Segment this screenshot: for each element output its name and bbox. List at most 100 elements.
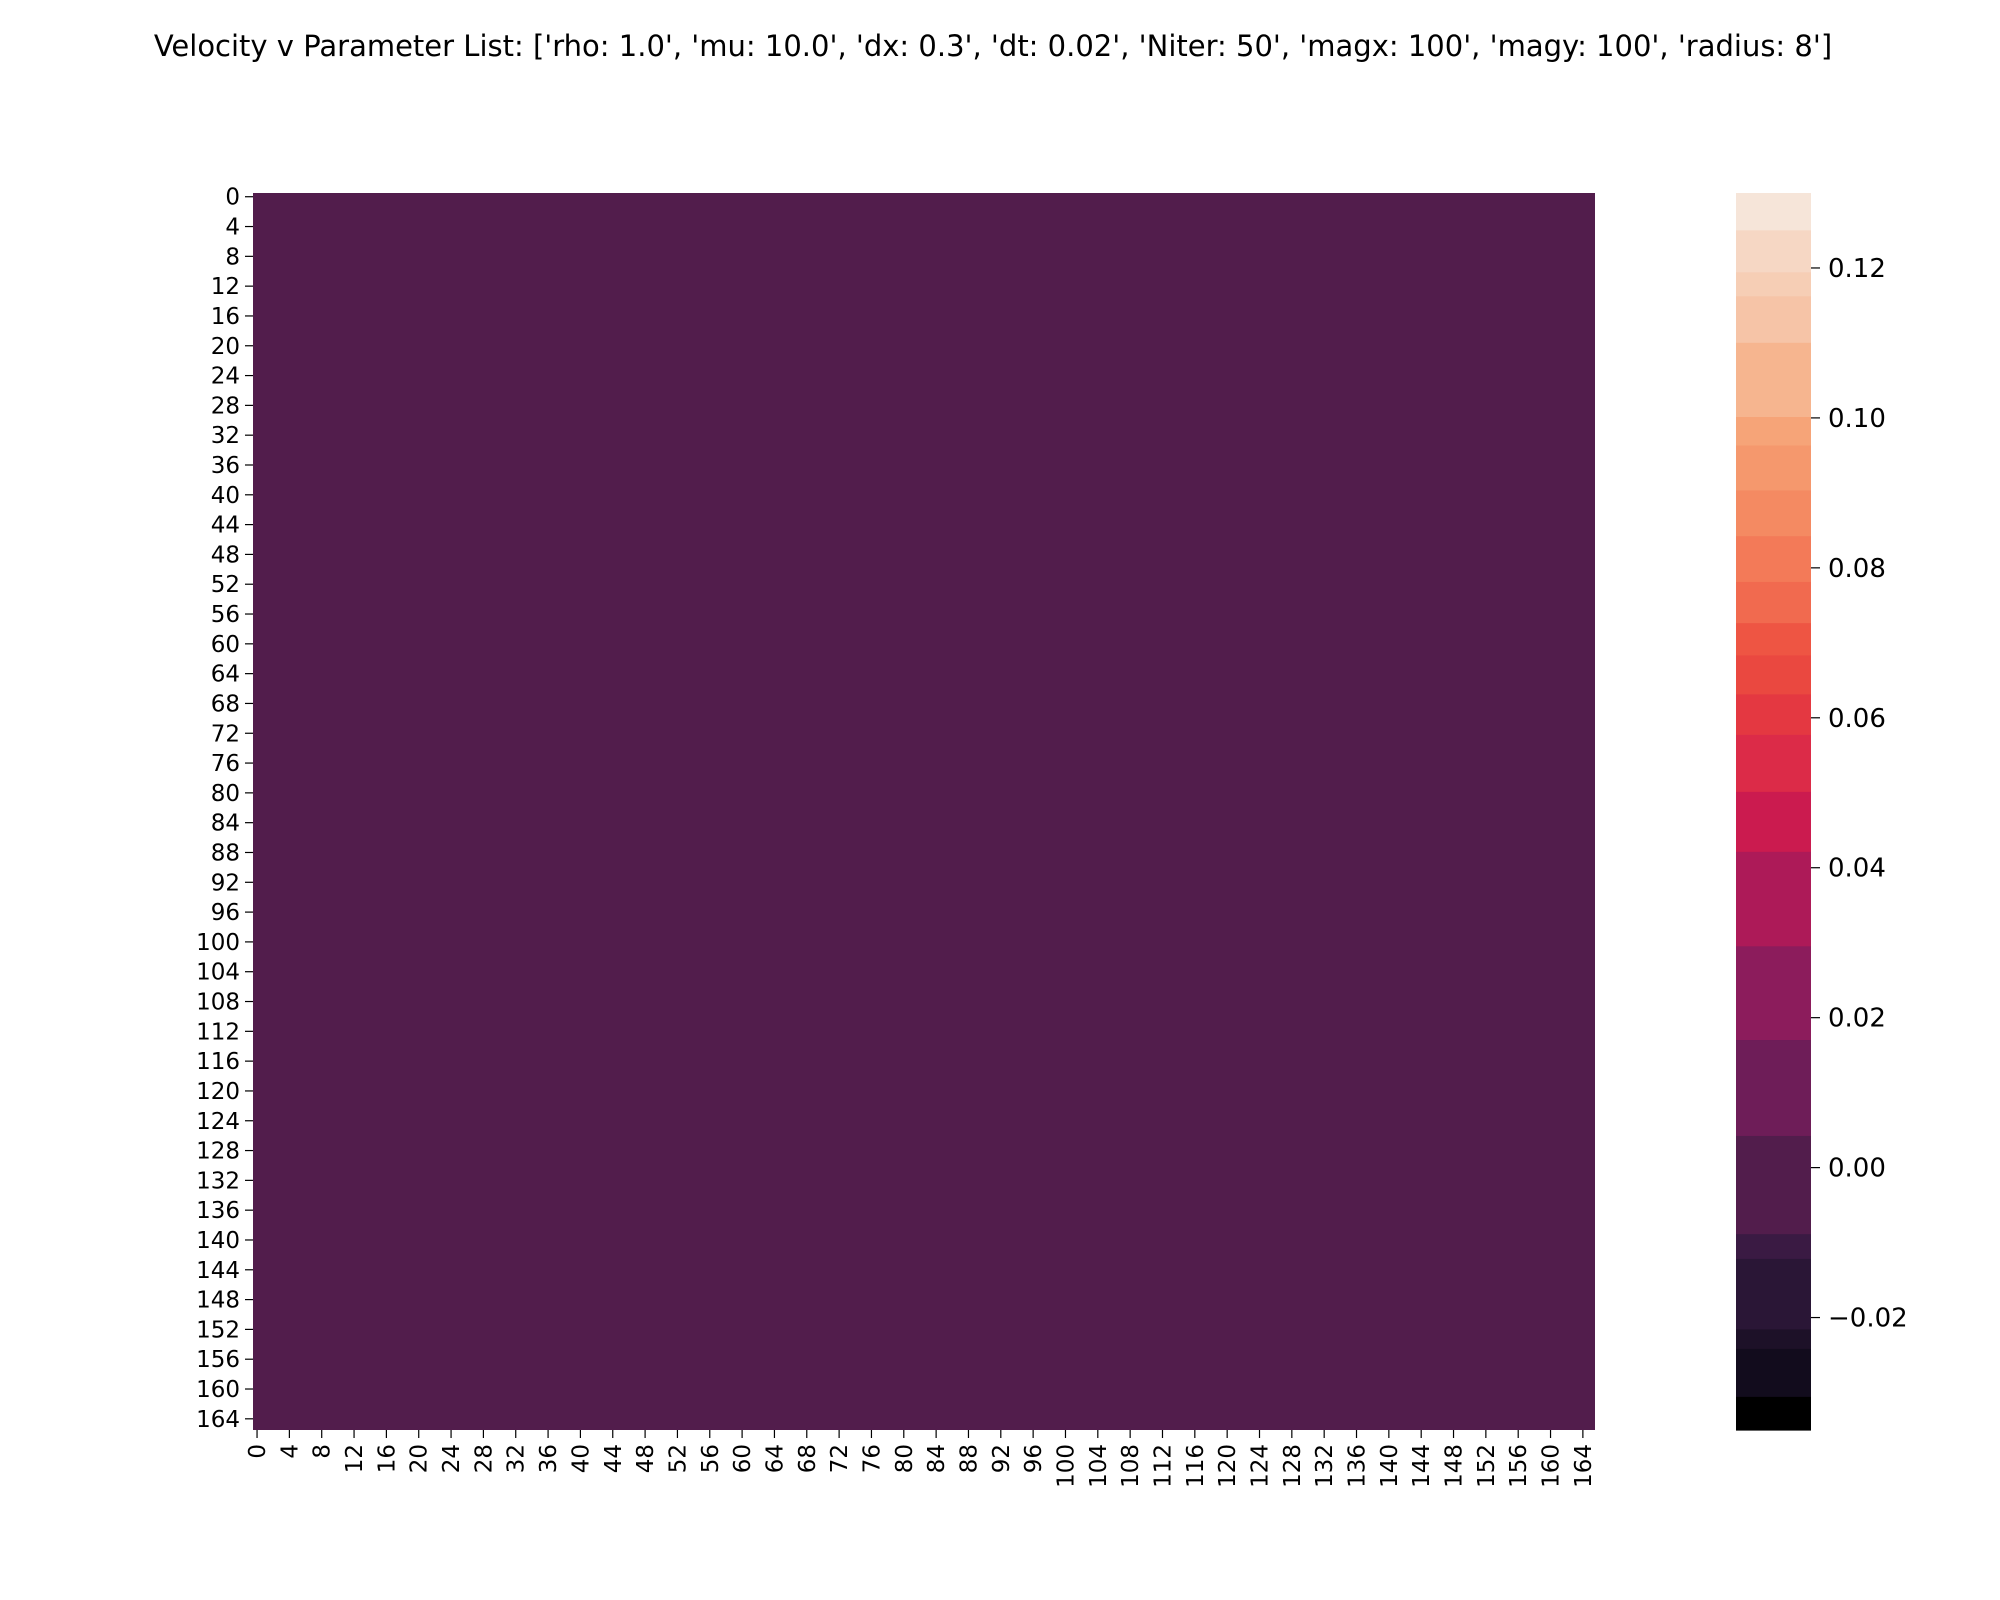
y-tick-label: 144 [196,1258,240,1284]
colorbar-level [1736,791,1811,852]
colorbar-level [1736,693,1811,735]
colorbar-level [1736,622,1811,656]
x-tick-label: 80 [892,1444,918,1473]
colorbar-level [1736,734,1811,792]
colorbar-level [1736,1039,1811,1136]
x-tick-label: 112 [1150,1444,1176,1488]
colorbar-tick-label: 0.12 [1828,254,1886,284]
x-tick-label: 140 [1377,1444,1403,1488]
y-tick-label: 48 [211,542,240,568]
x-tick-label: 0 [245,1444,271,1459]
y-tick-label: 32 [211,423,240,449]
colorbar-level [1736,229,1811,273]
y-tick-label: 128 [196,1139,240,1165]
y-tick-label: 140 [196,1228,240,1254]
x-tick-label: 124 [1248,1444,1274,1488]
y-tick-label: 12 [211,274,240,300]
x-tick-label: 104 [1086,1444,1112,1488]
x-tick-label: 40 [568,1444,594,1473]
y-tick-label: 88 [211,840,240,866]
colorbar-level [1736,1233,1811,1259]
y-tick-label: 92 [211,870,240,896]
colorbar-tick-label: 0.02 [1828,1004,1886,1034]
x-axis: 0 4 8 12 16 20 24 28 32 36 40 44 48 52 56 60 64 68 72 76 80 8… [245,1430,1597,1488]
colorbar-level [1736,1348,1811,1397]
x-tick-label: 36 [536,1444,562,1473]
x-tick-label: 24 [439,1444,465,1473]
x-tick-label: 128 [1280,1444,1306,1488]
x-tick-label: 64 [762,1444,788,1473]
y-tick-label: 120 [196,1079,240,1105]
y-tick-label: 52 [211,572,240,598]
x-tick-label: 44 [601,1444,627,1473]
y-tick-label: 56 [211,602,240,628]
x-tick-label: 156 [1506,1444,1532,1488]
x-tick-label: 72 [827,1444,853,1473]
colorbar-level [1736,416,1811,446]
colorbar-level [1736,654,1811,695]
x-tick-label: 160 [1539,1444,1565,1488]
y-tick-label: 116 [196,1049,240,1075]
colorbar-level [1736,581,1811,624]
x-tick-label: 116 [1183,1444,1209,1488]
x-tick-label: 76 [859,1444,885,1473]
y-tick-label: 136 [196,1198,240,1224]
x-tick-label: 108 [1118,1444,1144,1488]
y-tick-label: 164 [196,1407,240,1433]
colorbar-tick-label: 0.10 [1828,404,1886,434]
colorbar-level [1736,1135,1811,1235]
x-tick-label: 100 [1053,1444,1079,1488]
x-tick-label: 48 [633,1444,659,1473]
y-tick-label: 80 [211,781,240,807]
y-tick-label: 0 [225,185,240,211]
colorbar-level [1736,444,1811,491]
x-tick-label: 132 [1312,1444,1338,1488]
x-tick-label: 12 [342,1444,368,1473]
colorbar-level [1736,1396,1811,1431]
x-tick-label: 4 [277,1444,303,1459]
y-tick-label: 108 [196,990,240,1016]
y-tick-label: 156 [196,1347,240,1373]
colorbar-tick-label: 0.00 [1828,1154,1886,1184]
colorbar-level [1736,295,1811,343]
colorbar-level [1736,945,1811,1041]
y-tick-label: 8 [225,244,240,270]
colorbar-level [1736,342,1811,418]
colorbar-tick-label: 0.04 [1828,854,1886,884]
colorbar-tick-label: 0.06 [1828,704,1886,734]
x-tick-label: 148 [1442,1444,1468,1488]
colorbar-level [1736,489,1811,537]
colorbar-axis: −0.02 0.00 0.02 0.04 0.06 0.08 0.10 0.12 [1811,254,1908,1334]
chart-title: Velocity v Parameter List: ['rho: 1.0', … [154,29,1832,63]
colorbar-tick-label: 0.08 [1828,554,1886,584]
y-tick-label: 112 [196,1019,240,1045]
y-tick-label: 76 [211,751,240,777]
x-tick-label: 92 [989,1444,1015,1473]
y-tick-label: 132 [196,1168,240,1194]
y-tick-label: 68 [211,691,240,717]
colorbar-level [1736,851,1811,947]
y-tick-label: 72 [211,721,240,747]
y-tick-label: 152 [196,1317,240,1343]
y-tick-label: 64 [211,662,240,688]
x-tick-label: 120 [1215,1444,1241,1488]
x-tick-label: 20 [407,1444,433,1473]
colorbar-level [1736,193,1811,231]
x-tick-label: 144 [1409,1444,1435,1488]
y-tick-label: 40 [211,483,240,509]
x-tick-label: 56 [698,1444,724,1473]
y-tick-label: 84 [211,811,240,837]
y-tick-label: 96 [211,900,240,926]
y-tick-label: 36 [211,453,240,479]
y-tick-label: 44 [211,513,240,539]
y-tick-label: 100 [196,930,240,956]
x-tick-label: 60 [730,1444,756,1473]
y-tick-label: 160 [196,1377,240,1403]
x-tick-label: 16 [374,1444,400,1473]
y-tick-label: 124 [196,1109,240,1135]
colorbar-level [1736,271,1811,297]
x-tick-label: 88 [956,1444,982,1473]
y-tick-label: 24 [211,364,240,390]
colorbar-level [1736,1328,1811,1349]
